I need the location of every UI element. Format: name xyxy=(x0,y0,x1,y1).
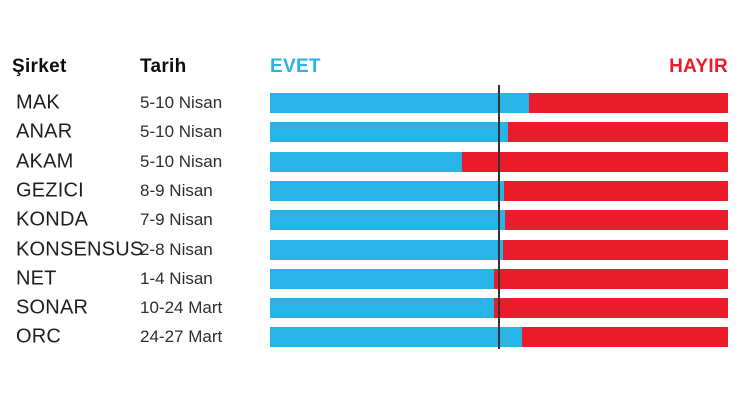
hayir-bar-segment xyxy=(528,93,728,113)
hayir-bar-segment xyxy=(504,180,728,201)
poll-row: ORC 24-27 Mart xyxy=(0,325,740,348)
evet-bar-segment xyxy=(270,180,505,201)
evet-bar-segment xyxy=(270,239,504,260)
poll-bar xyxy=(270,327,728,348)
poll-row: AKAM 5-10 Nisan xyxy=(0,150,740,173)
date-label: 7-9 Nisan xyxy=(140,210,213,230)
fifty-percent-line xyxy=(498,85,500,349)
poll-bar xyxy=(270,268,728,289)
poll-bar xyxy=(270,151,728,172)
evet-bar-segment xyxy=(270,298,494,319)
company-label: ORC xyxy=(16,325,62,348)
evet-bar-segment xyxy=(270,327,523,348)
date-label: 5-10 Nisan xyxy=(140,122,223,142)
date-label: 8-9 Nisan xyxy=(140,180,213,200)
evet-bar-segment xyxy=(270,151,462,172)
company-label: MAK xyxy=(16,91,60,114)
date-label: 1-4 Nisan xyxy=(140,268,213,288)
hayir-bar-segment xyxy=(461,151,728,172)
poll-bar xyxy=(270,210,728,231)
header-date: Tarih xyxy=(140,56,187,77)
evet-bar-segment xyxy=(270,93,529,113)
poll-row: ANAR 5-10 Nisan xyxy=(0,120,740,143)
date-label: 10-24 Mart xyxy=(140,298,223,318)
company-label: KONSENSUS xyxy=(16,238,144,260)
company-label: SONAR xyxy=(16,296,89,319)
poll-bar xyxy=(270,180,728,201)
date-label: 5-10 Nisan xyxy=(140,151,223,171)
hayir-bar-segment xyxy=(503,239,728,260)
evet-bar-segment xyxy=(270,122,509,143)
poll-bar xyxy=(270,298,728,319)
evet-bar-segment xyxy=(270,268,495,289)
hayir-bar-segment xyxy=(493,298,728,319)
date-label: 5-10 Nisan xyxy=(140,93,223,112)
hayir-bar-segment xyxy=(504,210,728,231)
hayir-bar-segment xyxy=(508,122,728,143)
header-company: Şirket xyxy=(12,56,67,77)
poll-row: KONDA 7-9 Nisan xyxy=(0,208,740,231)
poll-row: KONSENSUS 2-8 Nisan xyxy=(0,238,740,260)
poll-bar xyxy=(270,93,728,113)
header-hayir: HAYIR xyxy=(669,56,728,77)
poll-row: NET 1-4 Nisan xyxy=(0,267,740,290)
company-label: AKAM xyxy=(16,150,74,173)
poll-bar xyxy=(270,122,728,143)
hayir-bar-segment xyxy=(494,268,728,289)
company-label: ANAR xyxy=(16,120,73,143)
company-label: GEZICI xyxy=(16,179,84,202)
evet-bar-segment xyxy=(270,210,505,231)
hayir-bar-segment xyxy=(522,327,728,348)
date-label: 24-27 Mart xyxy=(140,327,223,347)
poll-row: SONAR 10-24 Mart xyxy=(0,296,740,319)
company-label: KONDA xyxy=(16,208,89,231)
company-label: NET xyxy=(16,267,57,290)
poll-row: GEZICI 8-9 Nisan xyxy=(0,179,740,202)
header-evet: EVET xyxy=(270,56,321,77)
poll-bar xyxy=(270,239,728,260)
poll-row: MAK 5-10 Nisan xyxy=(0,91,740,114)
date-label: 2-8 Nisan xyxy=(140,239,213,259)
